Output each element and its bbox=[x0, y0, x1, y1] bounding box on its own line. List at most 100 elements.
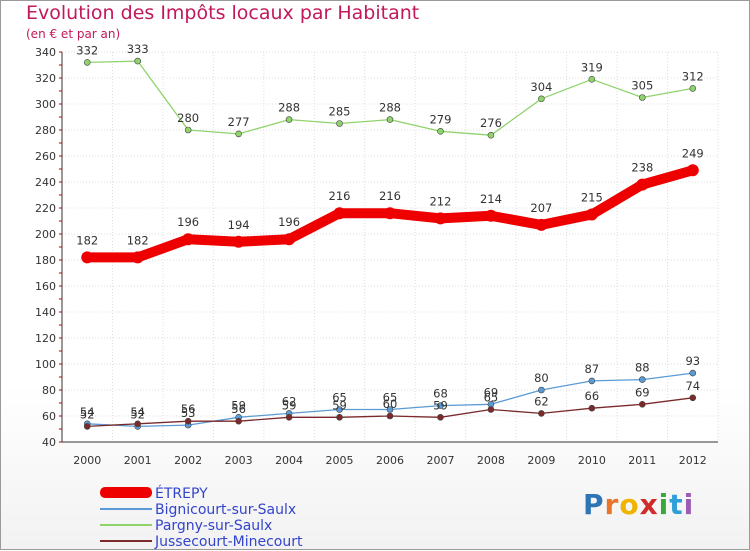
data-point bbox=[437, 402, 444, 409]
data-point bbox=[538, 386, 545, 394]
data-point bbox=[235, 130, 242, 138]
data-point bbox=[636, 178, 649, 191]
data-point bbox=[689, 369, 697, 377]
chart-title: Evolution des Impôts locaux par Habitant bbox=[26, 2, 420, 24]
data-label: 59 bbox=[282, 398, 297, 412]
data-label: 52 bbox=[130, 407, 145, 421]
data-label: 207 bbox=[530, 201, 552, 215]
data-label: 52 bbox=[80, 407, 95, 421]
data-point bbox=[639, 400, 646, 408]
data-label: 66 bbox=[585, 389, 600, 403]
data-label: 238 bbox=[631, 161, 653, 175]
x-tick-label: 2004 bbox=[275, 454, 303, 467]
y-tick-label: 300 bbox=[35, 98, 56, 111]
x-tick-label: 2001 bbox=[124, 454, 152, 467]
x-tick-label: 2003 bbox=[225, 454, 253, 467]
x-tick-label: 2011 bbox=[628, 454, 656, 467]
data-point bbox=[83, 423, 91, 430]
data-label: 333 bbox=[127, 42, 149, 56]
data-point bbox=[333, 207, 346, 220]
data-point bbox=[232, 235, 245, 248]
y-tick-label: 120 bbox=[35, 332, 56, 345]
x-tick-label: 2002 bbox=[174, 454, 202, 467]
data-label: 319 bbox=[581, 60, 603, 74]
data-point bbox=[487, 131, 495, 139]
data-label: 288 bbox=[379, 101, 401, 115]
y-tick-label: 160 bbox=[35, 280, 56, 293]
data-label: 69 bbox=[635, 385, 650, 399]
data-label: 65 bbox=[383, 391, 398, 405]
data-label: 62 bbox=[534, 394, 549, 408]
data-label: 332 bbox=[76, 43, 98, 57]
data-label: 56 bbox=[231, 402, 246, 416]
legend-label: Bignicourt-sur-Saulx bbox=[155, 502, 297, 518]
y-tick-label: 140 bbox=[35, 306, 56, 319]
data-label: 59 bbox=[231, 398, 246, 412]
data-label: 212 bbox=[429, 194, 451, 208]
logo-letter: P bbox=[583, 488, 605, 521]
data-point bbox=[437, 413, 444, 421]
y-tick-label: 340 bbox=[35, 46, 56, 59]
data-point bbox=[131, 251, 144, 264]
y-tick-label: 80 bbox=[42, 384, 56, 397]
y-tick-label: 200 bbox=[35, 228, 56, 241]
data-point bbox=[184, 126, 192, 134]
data-label: 288 bbox=[278, 101, 300, 115]
x-tick-label: 2010 bbox=[578, 454, 606, 467]
proxiti-logo: Proxiti bbox=[583, 488, 694, 521]
y-tick-label: 320 bbox=[35, 72, 56, 85]
data-label: 53 bbox=[181, 406, 196, 420]
data-label: 88 bbox=[635, 361, 650, 375]
y-tick-label: 280 bbox=[35, 124, 56, 137]
data-label: 54 bbox=[130, 405, 145, 419]
data-point bbox=[434, 212, 447, 225]
data-point bbox=[83, 59, 91, 66]
data-label: 59 bbox=[332, 398, 347, 412]
data-point bbox=[285, 116, 293, 123]
y-tick-label: 100 bbox=[35, 358, 56, 371]
data-point bbox=[81, 251, 94, 264]
data-label: 80 bbox=[534, 371, 549, 385]
data-point bbox=[437, 128, 444, 135]
data-label: 60 bbox=[383, 397, 398, 411]
data-label: 312 bbox=[682, 69, 704, 83]
data-label: 59 bbox=[433, 398, 448, 412]
data-point bbox=[386, 406, 394, 413]
x-tick-label: 2005 bbox=[326, 454, 354, 467]
data-label: 216 bbox=[379, 189, 401, 203]
data-point bbox=[336, 413, 343, 421]
data-label: 54 bbox=[80, 405, 95, 419]
data-point bbox=[686, 164, 699, 177]
data-point bbox=[585, 208, 598, 221]
data-label: 196 bbox=[278, 215, 300, 229]
data-label: 216 bbox=[329, 189, 351, 203]
data-point bbox=[689, 85, 697, 92]
data-point bbox=[336, 120, 343, 127]
data-label: 215 bbox=[581, 191, 603, 205]
legend-label: Pargny-sur-Saulx bbox=[155, 518, 273, 534]
data-label: 182 bbox=[76, 233, 98, 247]
logo-letter: o bbox=[619, 488, 640, 521]
data-label: 56 bbox=[181, 402, 196, 416]
y-tick-label: 240 bbox=[35, 176, 56, 189]
data-point bbox=[639, 94, 646, 101]
data-label: 69 bbox=[484, 385, 499, 399]
data-point bbox=[484, 209, 497, 222]
x-tick-label: 2012 bbox=[679, 454, 707, 467]
data-point bbox=[588, 404, 596, 412]
data-label: 182 bbox=[127, 233, 149, 247]
logo-letter: i bbox=[683, 488, 695, 521]
x-tick-label: 2008 bbox=[477, 454, 505, 467]
data-label: 285 bbox=[329, 105, 351, 119]
data-point bbox=[235, 417, 242, 425]
data-label: 280 bbox=[177, 111, 199, 125]
data-point bbox=[134, 420, 141, 428]
data-label: 74 bbox=[685, 379, 700, 393]
x-tick-label: 2000 bbox=[73, 454, 101, 467]
data-label: 68 bbox=[433, 387, 448, 401]
data-label: 196 bbox=[177, 215, 199, 229]
x-tick-label: 2009 bbox=[527, 454, 555, 467]
data-label: 249 bbox=[682, 146, 704, 160]
data-label: 279 bbox=[429, 112, 451, 126]
